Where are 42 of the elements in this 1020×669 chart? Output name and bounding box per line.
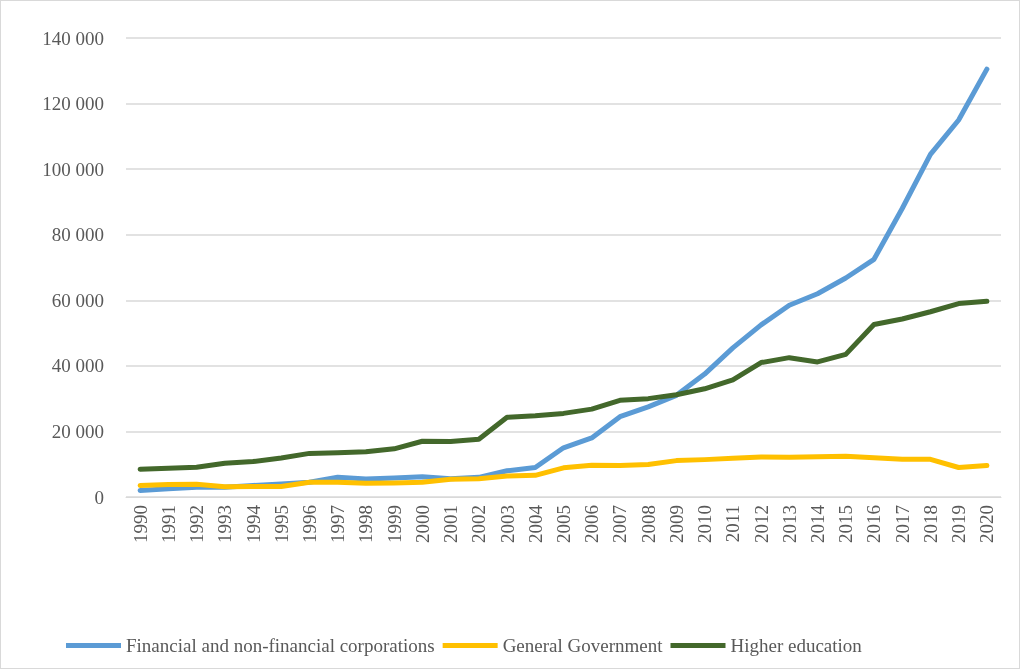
x-tick-label: 2001 [440, 505, 462, 543]
x-tick-label: 2014 [807, 504, 829, 543]
y-tick-label: 0 [94, 486, 104, 508]
x-tick-label: 2020 [976, 505, 998, 543]
x-tick-label: 1997 [327, 505, 349, 543]
legend-label: Financial and non-financial corporations [126, 635, 435, 656]
x-tick-label: 2000 [411, 505, 433, 543]
x-tick-label: 2015 [835, 505, 857, 543]
x-tick-label: 2018 [919, 505, 941, 543]
x-tick-label: 2013 [778, 505, 800, 543]
x-tick-label: 2017 [891, 505, 913, 543]
x-tick-label: 2007 [609, 505, 631, 543]
x-tick-label: 2006 [581, 505, 603, 543]
x-tick-label: 2005 [553, 505, 574, 543]
x-tick-label: 2019 [948, 505, 970, 543]
x-tick-label: 1993 [214, 505, 236, 543]
x-tick-label: 2010 [694, 505, 716, 543]
y-tick-label: 140 000 [42, 27, 104, 49]
x-tick-label: 2016 [863, 505, 885, 543]
x-tick-label: 2004 [524, 504, 546, 543]
x-tick-label: 1991 [157, 505, 179, 543]
y-tick-label: 100 000 [42, 158, 104, 180]
y-tick-label: 40 000 [51, 355, 104, 377]
x-tick-label: 1990 [129, 505, 151, 543]
x-tick-label: 2011 [722, 505, 744, 543]
y-tick-label: 20 000 [51, 420, 104, 442]
x-tick-label: 1998 [355, 505, 377, 543]
x-tick-label: 2002 [468, 505, 490, 543]
x-tick-label: 2003 [496, 505, 518, 543]
x-tick-label: 1994 [242, 504, 264, 543]
x-tick-label: 2012 [750, 505, 772, 543]
legend-label: Higher education [730, 635, 863, 656]
legend-label: General Government [502, 635, 664, 656]
x-tick-label: 1996 [298, 505, 320, 543]
x-tick-label: 1995 [270, 505, 292, 543]
y-tick-label: 80 000 [51, 224, 104, 246]
y-tick-label: 60 000 [51, 289, 104, 311]
x-tick-label: 1999 [383, 505, 405, 543]
x-tick-label: 2008 [637, 505, 659, 543]
y-tick-label: 120 000 [42, 93, 104, 115]
x-tick-label: 2009 [665, 505, 687, 543]
x-tick-label: 1992 [186, 505, 208, 543]
